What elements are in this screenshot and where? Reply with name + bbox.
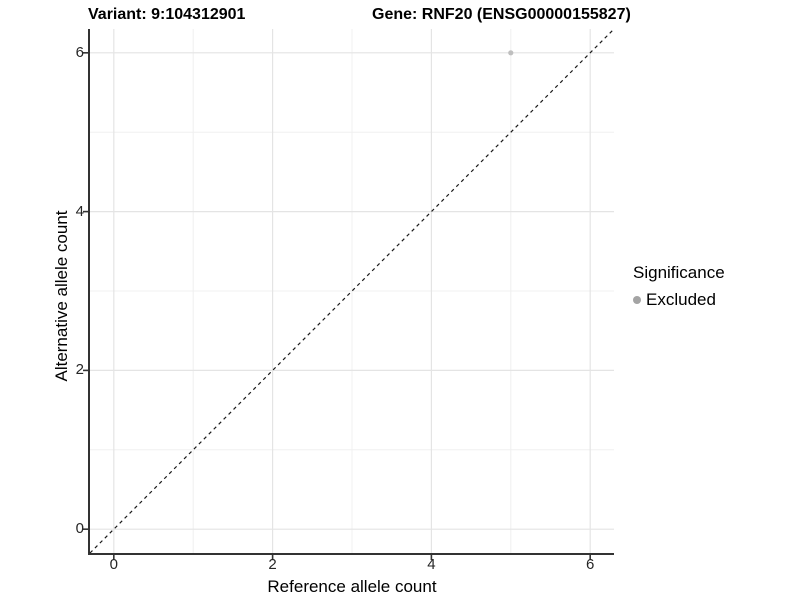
x-tick-label: 4 [427,556,436,573]
legend-point-swatch-icon [633,296,641,304]
legend: Significance Excluded [633,263,725,310]
plot-title-variant: Variant: 9:104312901 [88,6,246,23]
y-tick-label: 6 [75,43,84,61]
x-tick-label: 0 [109,556,118,573]
x-tick-label: 6 [586,556,595,573]
plot-area-canvas [83,28,615,560]
plot-panel [83,28,615,560]
x-tick-label: 2 [268,556,277,573]
legend-item-label: Excluded [646,290,716,309]
y-axis-title: Alternative allele count [52,210,71,382]
y-tick-label: 0 [75,520,84,538]
x-axis-title: Reference allele count [267,577,437,596]
plot-title-gene: Gene: RNF20 (ENSG00000155827) [372,6,631,23]
y-tick-label: 2 [75,361,84,379]
y-tick-label: 4 [75,202,84,220]
legend-item-excluded: Excluded [633,290,725,310]
legend-title: Significance [633,263,725,282]
